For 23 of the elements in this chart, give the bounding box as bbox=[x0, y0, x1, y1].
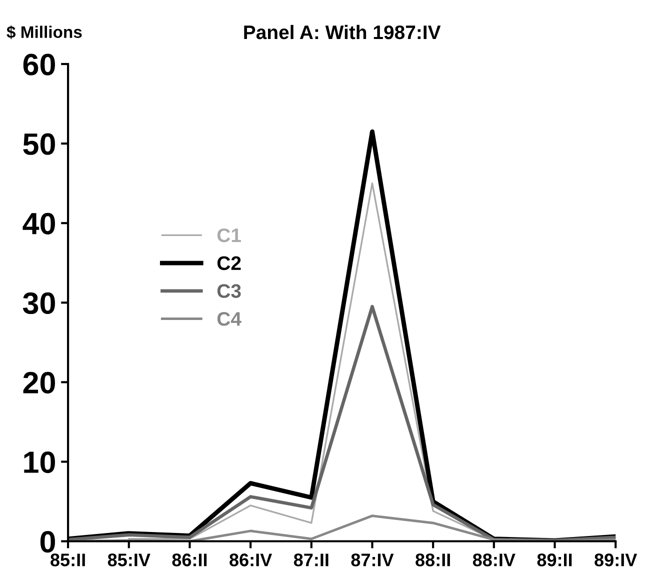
x-tick-label: 87:II bbox=[294, 554, 328, 566]
y-tick-label: 50 bbox=[23, 133, 55, 155]
legend-label: C2 bbox=[217, 256, 241, 270]
x-tick-label: 86:IV bbox=[230, 554, 272, 566]
x-tick-label: 89:II bbox=[537, 554, 572, 566]
x-tick-label: 85:II bbox=[50, 554, 85, 566]
x-tick-label: 89:IV bbox=[594, 554, 638, 566]
x-tick-label: 85:IV bbox=[108, 554, 150, 566]
x-tick-label: 87:IV bbox=[351, 554, 394, 566]
y-tick-label: 30 bbox=[22, 292, 55, 314]
x-tick-label: 88:II bbox=[416, 554, 450, 566]
x-tick-label: 88:IV bbox=[472, 554, 516, 566]
y-tick-label: 40 bbox=[22, 212, 55, 234]
legend-label: C1 bbox=[217, 228, 241, 242]
y-tick-label: 20 bbox=[23, 372, 55, 394]
y-tick-label: 10 bbox=[24, 451, 55, 474]
legend-label: C4 bbox=[217, 312, 242, 326]
legend-label: C3 bbox=[217, 284, 241, 298]
y-tick-label: 0 bbox=[40, 530, 55, 553]
y-tick-label: 60 bbox=[23, 54, 55, 76]
y-axis-title: $ Millions bbox=[6, 25, 82, 40]
chart-title: Panel A: With 1987:IV bbox=[244, 24, 441, 40]
x-tick-label: 86:II bbox=[172, 554, 207, 566]
